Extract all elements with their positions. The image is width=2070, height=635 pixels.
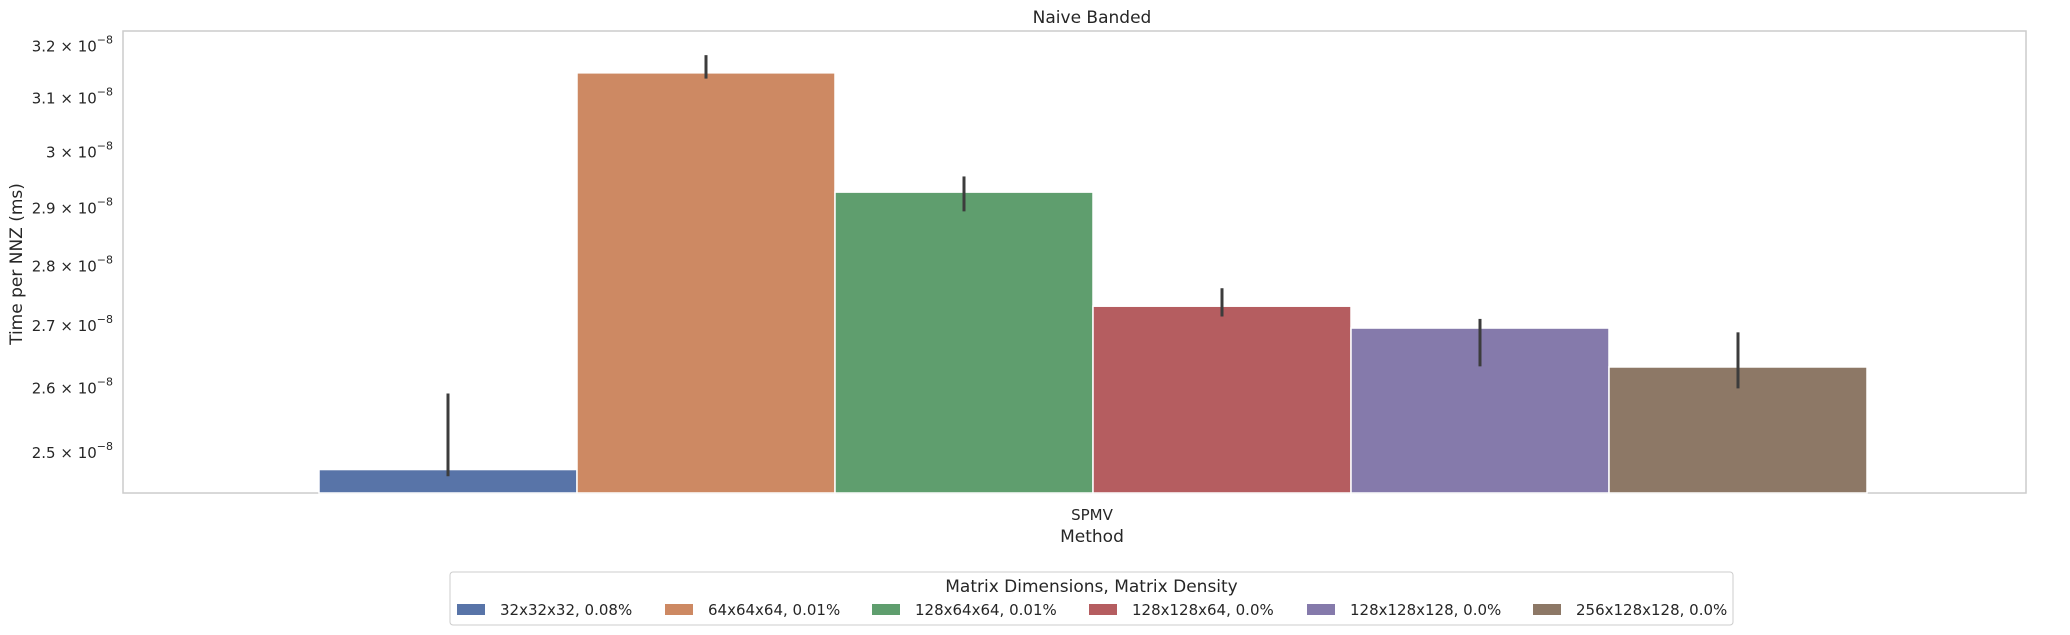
y-tick-label: 2.5 × 10−8 bbox=[32, 440, 113, 462]
legend-label: 64x64x64, 0.01% bbox=[708, 601, 840, 619]
legend-label: 256x128x128, 0.0% bbox=[1576, 601, 1727, 619]
legend-title: Matrix Dimensions, Matrix Density bbox=[945, 577, 1238, 597]
legend-label: 128x128x128, 0.0% bbox=[1350, 601, 1501, 619]
legend-label: 128x64x64, 0.01% bbox=[915, 601, 1057, 619]
y-tick-label: 3.1 × 10−8 bbox=[32, 86, 113, 108]
bar bbox=[834, 191, 1094, 494]
legend bbox=[449, 571, 1734, 626]
legend-swatch bbox=[1533, 604, 1561, 615]
y-tick-label: 2.7 × 10−8 bbox=[32, 313, 113, 335]
bar bbox=[1092, 305, 1352, 494]
x-axis-title: Method bbox=[1060, 527, 1124, 547]
y-tick-label: 2.9 × 10−8 bbox=[32, 196, 113, 218]
legend-label: 128x128x64, 0.0% bbox=[1132, 601, 1274, 619]
chart-title: Naive Banded bbox=[1033, 8, 1152, 28]
legend-swatch bbox=[457, 604, 485, 615]
y-axis-title: Time per NNZ (ms) bbox=[7, 183, 27, 346]
y-tick-label: 3.2 × 10−8 bbox=[32, 33, 113, 55]
y-tick-label: 3 × 10−8 bbox=[46, 140, 113, 162]
bar bbox=[576, 72, 836, 494]
legend-swatch bbox=[665, 604, 693, 615]
y-tick-label: 2.6 × 10−8 bbox=[32, 375, 113, 397]
legend-swatch bbox=[1089, 604, 1117, 615]
x-tick-label: SPMV bbox=[1071, 506, 1114, 524]
legend-swatch bbox=[872, 604, 900, 615]
y-tick-label: 2.8 × 10−8 bbox=[32, 253, 113, 275]
legend-swatch bbox=[1307, 604, 1335, 615]
legend-label: 32x32x32, 0.08% bbox=[500, 601, 632, 619]
